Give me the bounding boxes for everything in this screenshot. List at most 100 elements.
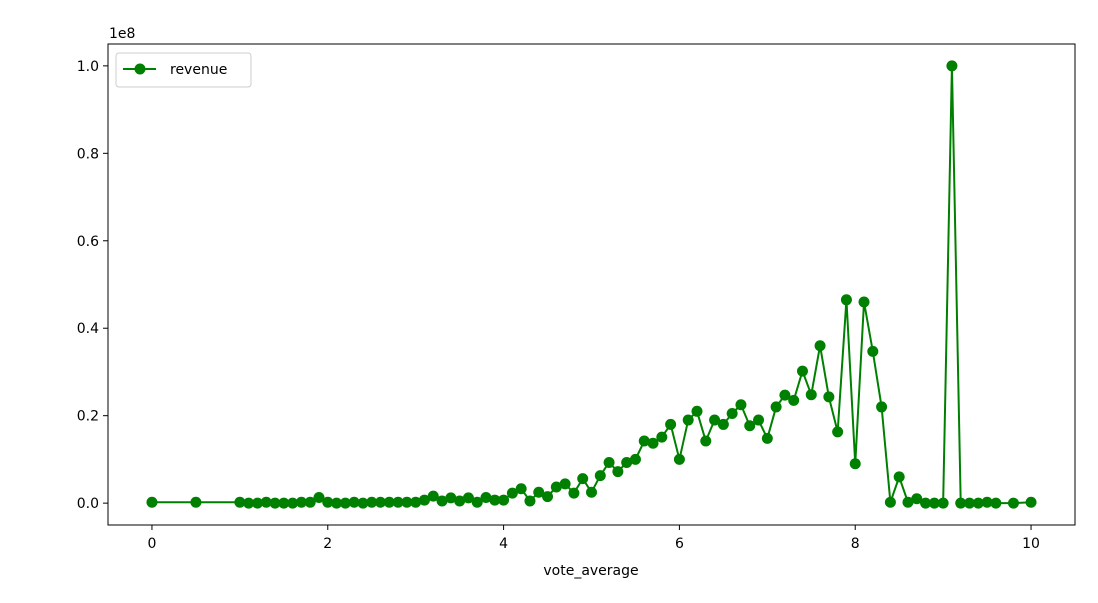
data-point <box>726 407 738 419</box>
data-point <box>436 495 448 507</box>
data-point <box>981 496 993 508</box>
data-point <box>515 483 527 495</box>
data-point <box>621 456 633 468</box>
data-point <box>770 401 782 413</box>
data-point <box>1007 497 1019 509</box>
data-point <box>928 497 940 509</box>
data-point <box>392 496 404 508</box>
data-point <box>454 495 466 507</box>
data-point <box>559 478 571 490</box>
y-tick-label: 1.0 <box>77 59 99 75</box>
data-point <box>269 497 281 509</box>
data-point <box>383 496 395 508</box>
data-point <box>911 493 923 505</box>
data-point <box>858 296 870 308</box>
y-tick-label: 0.6 <box>77 234 99 250</box>
data-point <box>867 345 879 357</box>
data-point <box>295 496 307 508</box>
data-point <box>629 453 641 465</box>
data-point <box>700 435 712 447</box>
data-point <box>884 496 896 508</box>
x-tick-label: 8 <box>851 536 860 552</box>
y-tick-label: 0.2 <box>77 409 99 425</box>
data-point <box>990 497 1002 509</box>
data-point <box>471 496 483 508</box>
data-point <box>410 496 422 508</box>
data-point <box>146 496 158 508</box>
data-point <box>462 492 474 504</box>
data-point <box>427 490 439 502</box>
data-point <box>357 497 369 509</box>
legend-label: revenue <box>170 62 227 78</box>
data-point <box>313 491 325 503</box>
x-tick-label: 6 <box>675 536 684 552</box>
data-point <box>586 486 597 498</box>
data-point <box>823 391 835 403</box>
x-tick-label: 2 <box>323 536 332 552</box>
data-point <box>682 414 694 426</box>
data-point <box>348 496 360 508</box>
data-point <box>744 420 756 432</box>
data-point <box>190 496 202 508</box>
data-point <box>322 496 334 508</box>
x-tick-label: 4 <box>499 536 508 552</box>
data-point <box>832 426 844 438</box>
data-point <box>691 405 703 417</box>
data-point <box>251 497 263 509</box>
data-point <box>937 497 949 509</box>
legend-marker-sample <box>134 63 146 75</box>
data-point <box>418 494 430 506</box>
data-point <box>339 497 351 509</box>
data-point <box>796 365 808 377</box>
data-point <box>366 496 378 508</box>
data-point <box>331 497 343 509</box>
data-point <box>287 497 299 509</box>
data-point <box>709 414 721 426</box>
data-point <box>717 418 729 430</box>
data-point <box>480 491 492 503</box>
data-point <box>849 458 861 470</box>
data-point <box>665 418 677 430</box>
x-tick-label: 0 <box>147 536 156 552</box>
data-point <box>542 491 554 503</box>
data-point <box>840 294 852 306</box>
data-point <box>375 496 387 508</box>
data-point <box>445 492 457 504</box>
y-tick-label: 0.4 <box>77 321 99 337</box>
data-point <box>814 340 826 352</box>
data-point <box>955 497 967 509</box>
axes: 0 2 4 6 8 10 0.0 0.2 0.4 0.6 0.8 1.0 <box>77 43 1076 552</box>
x-axis-label: vote_average <box>543 563 638 579</box>
data-point <box>647 437 659 449</box>
data-point <box>673 453 685 465</box>
data-point <box>788 394 800 406</box>
data-point <box>568 487 580 499</box>
data-point <box>946 60 958 72</box>
data-point <box>920 497 932 509</box>
data-point <box>902 496 914 508</box>
data-point <box>234 496 246 508</box>
legend-frame <box>115 52 252 88</box>
data-point <box>401 496 413 508</box>
data-point <box>489 494 501 506</box>
data-point <box>304 496 316 508</box>
data-point <box>506 487 518 499</box>
y-axis-offset-label: 1e8 <box>109 26 135 42</box>
data-point <box>524 495 536 507</box>
data-point <box>761 432 773 444</box>
plot-frame <box>107 43 1076 526</box>
data-point <box>893 471 905 483</box>
y-tick-label: 0.8 <box>77 146 99 162</box>
data-point <box>243 497 255 509</box>
data-point <box>612 466 624 478</box>
data-point <box>656 431 668 443</box>
data-point <box>964 497 976 509</box>
plot-area <box>146 60 1037 509</box>
data-point <box>498 494 510 506</box>
data-point <box>876 401 888 413</box>
y-tick-label: 0.0 <box>77 496 99 512</box>
data-point <box>603 456 615 468</box>
